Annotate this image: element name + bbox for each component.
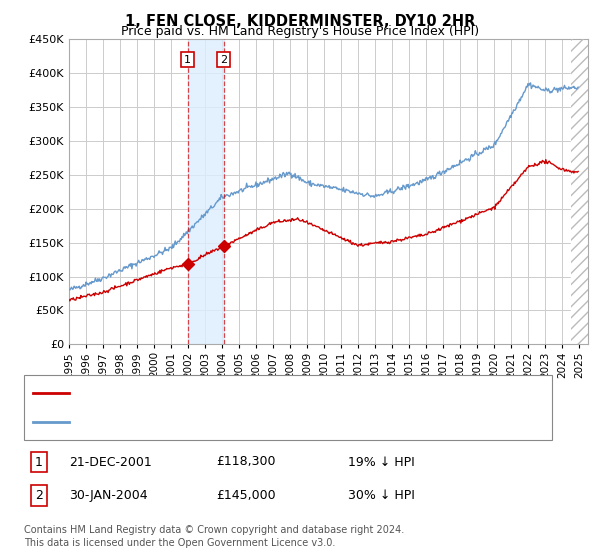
- Text: 2: 2: [220, 54, 227, 64]
- Text: 2: 2: [35, 489, 43, 502]
- Text: 30% ↓ HPI: 30% ↓ HPI: [348, 489, 415, 502]
- Text: £145,000: £145,000: [216, 489, 275, 502]
- Text: £118,300: £118,300: [216, 455, 275, 469]
- Text: 21-DEC-2001: 21-DEC-2001: [69, 455, 152, 469]
- Text: 1: 1: [35, 455, 43, 469]
- Text: HPI: Average price, detached house, Wyre Forest: HPI: Average price, detached house, Wyre…: [75, 417, 347, 427]
- Text: 1: 1: [184, 54, 191, 64]
- Text: Price paid vs. HM Land Registry's House Price Index (HPI): Price paid vs. HM Land Registry's House …: [121, 25, 479, 38]
- Bar: [188, 39, 224, 344]
- Text: Contains HM Land Registry data © Crown copyright and database right 2024.: Contains HM Land Registry data © Crown c…: [24, 525, 404, 535]
- Text: 30-JAN-2004: 30-JAN-2004: [69, 489, 148, 502]
- Text: 1, FEN CLOSE, KIDDERMINSTER, DY10 2HR (detached house): 1, FEN CLOSE, KIDDERMINSTER, DY10 2HR (d…: [75, 388, 414, 398]
- Text: 1, FEN CLOSE, KIDDERMINSTER, DY10 2HR: 1, FEN CLOSE, KIDDERMINSTER, DY10 2HR: [125, 14, 475, 29]
- Text: This data is licensed under the Open Government Licence v3.0.: This data is licensed under the Open Gov…: [24, 538, 335, 548]
- Text: 19% ↓ HPI: 19% ↓ HPI: [348, 455, 415, 469]
- Bar: [571, 39, 588, 344]
- Bar: [571, 39, 588, 344]
